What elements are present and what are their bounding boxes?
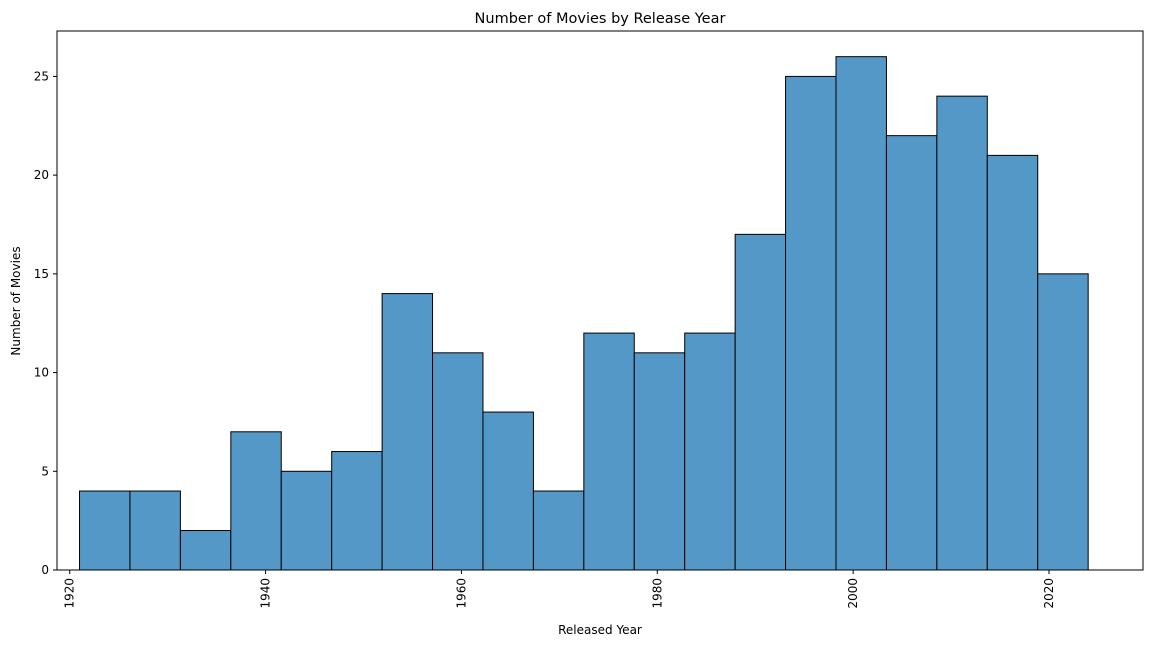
histogram-bar-4 xyxy=(280,470,333,571)
x-axis-ticks: 1920 1940 1960 1980 2000 2020 xyxy=(63,570,1056,609)
histogram-bar-13 xyxy=(734,233,787,571)
histogram-bar-11 xyxy=(633,352,686,571)
y-tick-label: 0 xyxy=(41,563,49,577)
histogram-bar-1 xyxy=(129,490,181,571)
histogram-bar-9 xyxy=(532,490,585,571)
y-tick-label: 20 xyxy=(34,168,49,182)
histogram-bar-12 xyxy=(684,332,736,571)
x-tick-label: 1980 xyxy=(650,578,664,609)
y-tick-label: 15 xyxy=(34,267,49,281)
x-axis-label: Released Year xyxy=(558,623,642,637)
bars-group xyxy=(79,56,1089,571)
histogram-bar-15 xyxy=(835,56,887,571)
histogram-bar-10 xyxy=(583,332,635,571)
plot-frame xyxy=(56,30,1144,571)
x-tick-label: 1940 xyxy=(259,578,273,609)
y-tick-label: 5 xyxy=(41,464,49,478)
x-tick-label: 1920 xyxy=(63,578,77,609)
y-tick-label: 10 xyxy=(34,366,49,380)
histogram-bar-14 xyxy=(785,75,837,571)
histogram-bar-17 xyxy=(936,95,988,571)
x-tick-label: 2000 xyxy=(846,578,860,609)
histogram-bar-0 xyxy=(79,490,131,571)
y-axis-ticks: 0 5 10 15 20 25 xyxy=(34,69,57,577)
x-tick-label: 1960 xyxy=(454,578,468,609)
histogram-bar-19 xyxy=(1037,273,1089,571)
y-axis-label: Number of Movies xyxy=(9,246,23,355)
histogram-bar-16 xyxy=(885,135,938,571)
histogram-bar-2 xyxy=(179,530,232,571)
histogram-bar-8 xyxy=(482,411,534,571)
histogram-bar-7 xyxy=(432,352,484,571)
y-tick-label: 25 xyxy=(34,69,49,83)
histogram-bar-18 xyxy=(986,154,1039,571)
x-tick-label: 2020 xyxy=(1042,578,1056,609)
histogram-bar-6 xyxy=(381,293,434,571)
histogram-bar-3 xyxy=(230,431,282,571)
histogram-bar-5 xyxy=(331,451,383,571)
chart-title: Number of Movies by Release Year xyxy=(475,11,726,27)
